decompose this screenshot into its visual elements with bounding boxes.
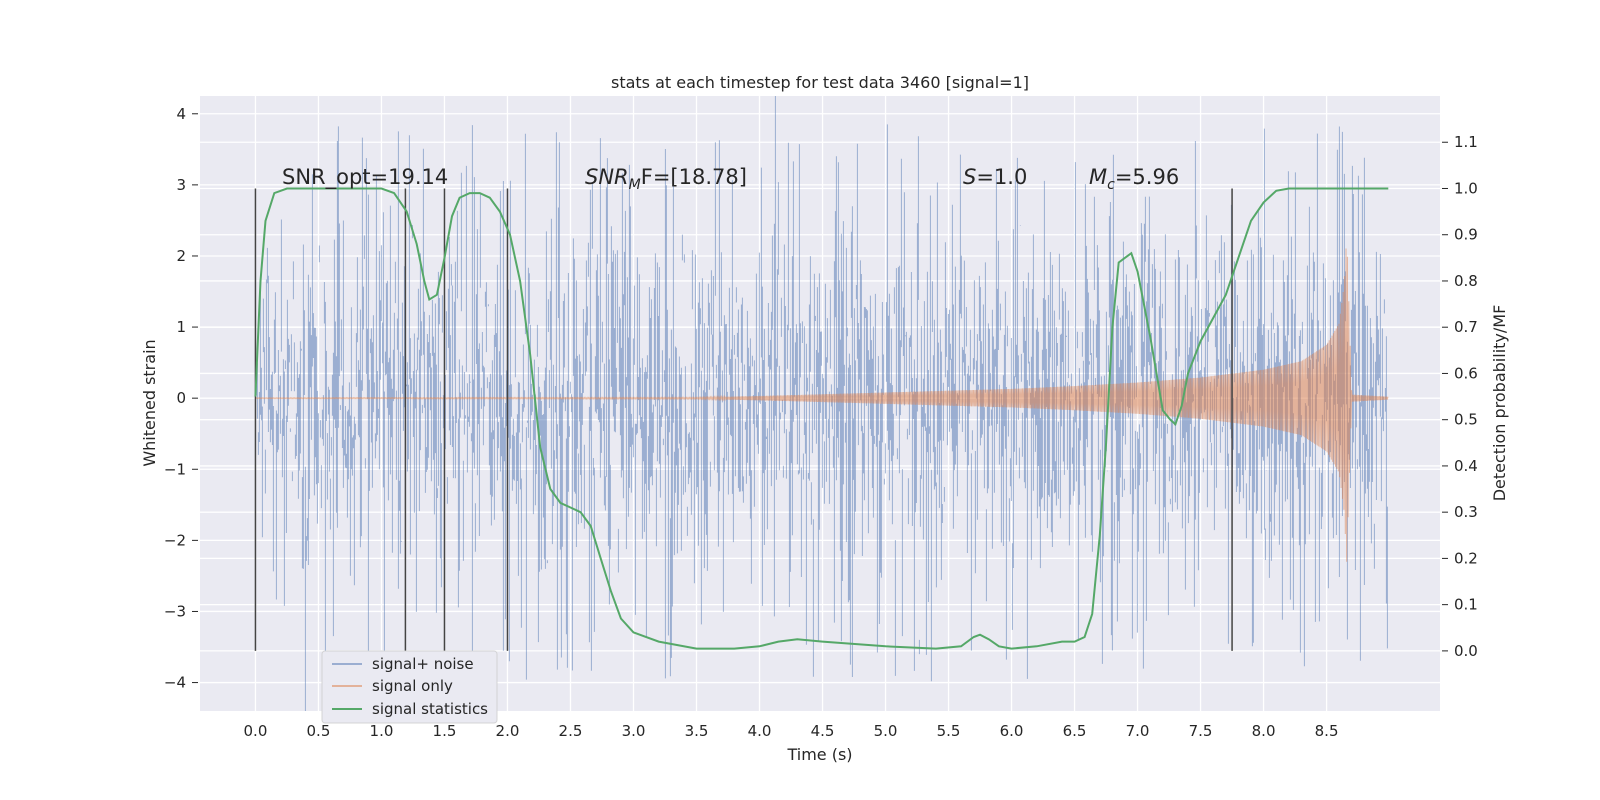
- x-tick-label: 6.5: [1063, 722, 1087, 740]
- y-right-tick-label: 0.4: [1454, 457, 1478, 475]
- x-tick-label: 4.5: [811, 722, 835, 740]
- y-right-tick-label: 1.0: [1454, 179, 1478, 197]
- legend: signal+ noise signal only signal statist…: [321, 650, 498, 724]
- annotation-snr-opt: SNR_opt=19.14: [282, 165, 448, 190]
- x-tick-label: 1.5: [433, 722, 457, 740]
- x-tick-label: 2.5: [559, 722, 583, 740]
- annotation-chirp-mass-subscript: c: [1107, 177, 1115, 193]
- y-tick-label: 0: [176, 389, 186, 407]
- vertical-markers: [254, 188, 1233, 651]
- annotation-s-stat-variable: S: [963, 165, 976, 189]
- y-tick-label: 1: [176, 318, 186, 336]
- annotation-chirp-mass-variable: M: [1089, 165, 1107, 189]
- y-right-tick-label: 0.2: [1454, 549, 1478, 567]
- legend-label-signal-noise: signal+ noise: [372, 655, 474, 673]
- x-tick-label: 6.0: [1000, 722, 1024, 740]
- y-axis-right-label: Detection probability/MF: [1490, 305, 1509, 502]
- y-axis-right-ticks: 1.1 1.0 0.9 0.8 0.7 0.6 0.5 0.4 0.3 0.2 0.1 0.0: [1442, 133, 1478, 660]
- x-tick-label: 7.0: [1126, 722, 1150, 740]
- x-tick-label: 2.0: [496, 722, 520, 740]
- y-right-tick-label: 0.0: [1454, 642, 1478, 660]
- legend-label-signal-statistics: signal statistics: [372, 700, 488, 718]
- y-tick-label: −2: [164, 531, 186, 549]
- x-tick-label: 7.5: [1189, 722, 1213, 740]
- y-axis-label: Whitened strain: [140, 339, 159, 466]
- y-right-tick-label: 0.5: [1454, 411, 1478, 429]
- y-tick-label: −4: [164, 674, 186, 692]
- y-right-tick-label: 0.3: [1454, 503, 1478, 521]
- y-right-tick-label: 1.1: [1454, 133, 1478, 151]
- x-axis-ticks: 0.0 0.5 1.0 1.5 2.0 2.5 3.0 3.5 4.0 4.5 5.0 5.5 6.0 6…: [244, 722, 1339, 740]
- annotation-s-stat-value: =1.0: [976, 165, 1027, 189]
- y-right-tick-label: 0.8: [1454, 272, 1478, 290]
- annotation-snr-mf: SNRMF=[18.78]: [585, 165, 747, 193]
- y-tick-label: 4: [176, 105, 186, 123]
- legend-label-signal-only: signal only: [372, 677, 453, 695]
- chart-title: stats at each timestep for test data 346…: [611, 73, 1029, 92]
- y-tick-label: 3: [176, 176, 186, 194]
- y-right-tick-label: 0.9: [1454, 226, 1478, 244]
- x-tick-label: 0.5: [307, 722, 331, 740]
- x-tick-label: 0.0: [244, 722, 268, 740]
- annotation-chirp-mass-value: =5.96: [1115, 165, 1179, 189]
- y-right-tick-label: 0.1: [1454, 596, 1478, 614]
- y-tick-label: −1: [164, 460, 186, 478]
- annotation-snr-mf-subscript: M: [629, 177, 641, 193]
- x-tick-label: 8.0: [1252, 722, 1276, 740]
- x-tick-label: 1.0: [370, 722, 394, 740]
- x-tick-label: 8.5: [1315, 722, 1339, 740]
- y-right-tick-label: 0.7: [1454, 318, 1478, 336]
- x-tick-label: 4.0: [748, 722, 772, 740]
- y-right-tick-label: 0.6: [1454, 364, 1478, 382]
- x-tick-label: 5.0: [874, 722, 898, 740]
- y-tick-label: 2: [176, 247, 186, 265]
- annotation-snr-mf-prefix: SNR: [585, 165, 629, 189]
- x-tick-label: 3.5: [685, 722, 709, 740]
- legend-box: [321, 650, 498, 724]
- annotations: SNR_opt=19.14 SNRMF=[18.78] S=1.0 Mc=5.9…: [282, 165, 1179, 193]
- x-tick-label: 5.5: [937, 722, 961, 740]
- annotation-s-stat: S=1.0: [963, 165, 1027, 189]
- x-axis-label: Time (s): [786, 745, 852, 764]
- signal-statistics-series: [254, 187, 1389, 650]
- annotation-chirp-mass: Mc=5.96: [1089, 165, 1179, 193]
- annotation-snr-mf-value: F=[18.78]: [641, 165, 747, 189]
- x-tick-label: 3.0: [622, 722, 646, 740]
- y-axis-ticks: 4 3 2 1 0 −1 −2 −3 −4: [164, 105, 198, 692]
- y-tick-label: −3: [164, 602, 186, 620]
